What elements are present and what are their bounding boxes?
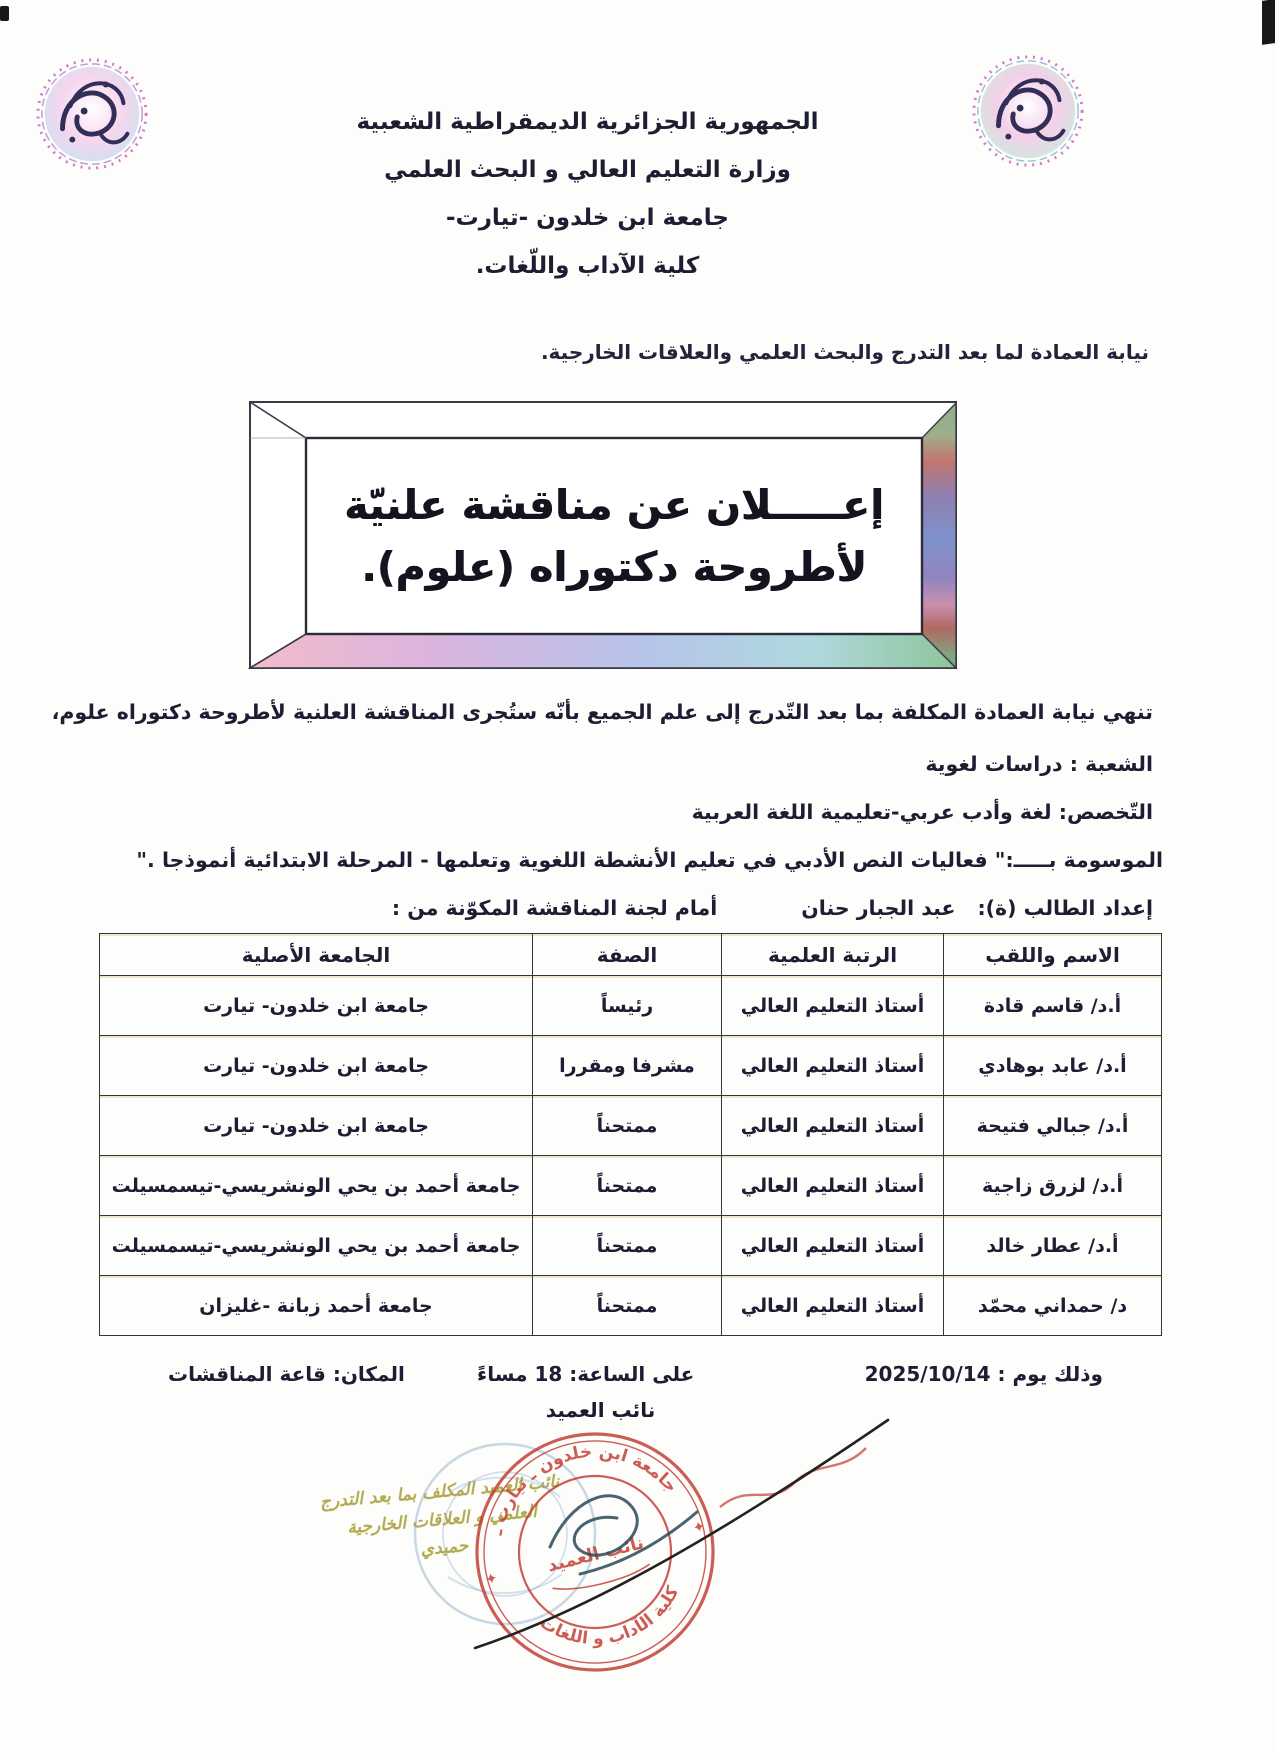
prepared-by-label: إعداد الطالب (ة):	[977, 896, 1153, 920]
table-row: أ.د/ قاسم قادة أستاذ التعليم العالي رئيس…	[99, 975, 1162, 1036]
announcement-title: إعـــــلان عن مناقشة علنيّة لأطروحة دكتو…	[308, 440, 920, 632]
member-role: ممتحناً	[532, 1275, 722, 1336]
member-rank: أستاذ التعليم العالي	[721, 1155, 944, 1216]
member-name: أ.د/ لزرق زاجية	[943, 1155, 1162, 1216]
defense-date-label: وذلك يوم :	[997, 1362, 1103, 1386]
defense-date: وذلك يوم : 2025/10/14	[865, 1362, 1103, 1386]
stamp-flourish-icon	[719, 1447, 867, 1508]
member-name: أ.د/ عطار خالد	[943, 1215, 1162, 1276]
member-name: أ.د/ جبالي فتيحة	[943, 1095, 1162, 1156]
member-university: جامعة أحمد زبانة -غليزان	[99, 1275, 533, 1336]
ministry-line: وزارة التعليم العالي و البحث العلمي	[384, 157, 791, 183]
defense-place: المكان: قاعة المناقشات	[168, 1362, 405, 1386]
stamps-layer: جامعة ابن خلدون ـ تيارت ـ كلية الآداب و …	[413, 1418, 890, 1672]
committee-table: الاسم واللقب الرتبة العلمية الصفة الجامع…	[99, 933, 1162, 1336]
faculty-line: كلية الآداب واللّغات.	[475, 253, 700, 279]
table-row: د/ حمداني محمّد أستاذ التعليم العالي ممت…	[99, 1275, 1162, 1336]
pen-line-icon	[473, 1418, 890, 1650]
table-row: أ.د/ عابد بوهادي أستاذ التعليم العالي مش…	[99, 1035, 1162, 1096]
stamp-star-left: ✦	[483, 1569, 500, 1590]
announcement-title-line2: لأطروحة دكتوراه (علوم).	[361, 543, 867, 591]
official-stamp-red-icon: جامعة ابن خلدون ـ تيارت ـ كلية الآداب و …	[471, 1421, 715, 1672]
member-university: جامعة ابن خلدون- تيارت	[99, 1095, 533, 1156]
member-university: جامعة أحمد بن يحي الونشريسي-تيسمسيلت	[99, 1215, 533, 1276]
table-row: أ.د/ لزرق زاجية أستاذ التعليم العالي ممت…	[99, 1155, 1162, 1216]
member-role: ممتحناً	[532, 1215, 722, 1276]
member-university: جامعة أحمد بن يحي الونشريسي-تيسمسيلت	[99, 1155, 533, 1216]
member-rank: أستاذ التعليم العالي	[721, 1095, 944, 1156]
student-name: عبد الجبار حنان	[801, 896, 956, 920]
member-rank: أستاذ التعليم العالي	[721, 1035, 944, 1096]
committee-lead-in: أمام لجنة المناقشة المكوّنة من :	[391, 896, 718, 920]
table-row: أ.د/ جبالي فتيحة أستاذ التعليم العالي مم…	[99, 1095, 1162, 1156]
header-role: الصفة	[532, 933, 722, 976]
vice-deanship-line: نيابة العمادة لما بعد التدرج والبحث العل…	[540, 340, 1149, 364]
schedule-line: وذلك يوم : 2025/10/14 على الساعة: 18 مسا…	[0, 1362, 1275, 1394]
stamp-ring-bottom-text: كلية الآداب و اللغات	[533, 1579, 692, 1664]
branch-line: الشعبة : دراسات لغوية	[925, 752, 1153, 776]
table-header-row: الاسم واللقب الرتبة العلمية الصفة الجامع…	[99, 933, 1162, 976]
member-rank: أستاذ التعليم العالي	[721, 975, 944, 1036]
member-role: مشرفا ومقررا	[532, 1035, 722, 1096]
announcement-box: إعـــــلان عن مناقشة علنيّة لأطروحة دكتو…	[247, 400, 958, 672]
header-university: الجامعة الأصلية	[99, 933, 533, 976]
table-row: أ.د/ عطار خالد أستاذ التعليم العالي ممتح…	[99, 1215, 1162, 1276]
stamp-star-right: ✦	[691, 1517, 708, 1538]
member-rank: أستاذ التعليم العالي	[721, 1215, 944, 1276]
intro-line: تنهي نيابة العمادة المكلفة بما بعد التّد…	[51, 700, 1153, 724]
member-name: أ.د/ عابد بوهادي	[943, 1035, 1162, 1096]
member-role: ممتحناً	[532, 1095, 722, 1156]
svg-text:كلية الآداب و اللغات: كلية الآداب و اللغات	[533, 1579, 692, 1664]
scan-artifact-top-right	[1262, 0, 1275, 45]
republic-line: الجمهورية الجزائرية الديمقراطية الشعبية	[356, 109, 819, 135]
member-name: د/ حمداني محمّد	[943, 1275, 1162, 1336]
header-rank: الرتبة العلمية	[721, 933, 944, 976]
letterhead: الجمهورية الجزائرية الديمقراطية الشعبية …	[0, 98, 1175, 290]
specialty-line: التّخصص: لغة وأدب عربي-تعليمية اللغة الع…	[691, 800, 1153, 824]
university-emblem-right-icon	[972, 55, 1084, 167]
deputy-dean-title: نائب العميد	[545, 1398, 656, 1422]
preparation-line: إعداد الطالب (ة): عبد الجبار حنان أمام ل…	[392, 896, 1153, 920]
member-role: ممتحناً	[532, 1155, 722, 1216]
member-university: جامعة ابن خلدون- تيارت	[99, 975, 533, 1036]
member-university: جامعة ابن خلدون- تيارت	[99, 1035, 533, 1096]
announcement-title-line1: إعـــــلان عن مناقشة علنيّة	[344, 481, 885, 529]
defense-date-value: 2025/10/14	[864, 1362, 991, 1386]
scan-artifact-top-left	[0, 6, 9, 21]
signature-scribble-icon	[548, 1494, 699, 1576]
university-emblem-left-icon	[36, 58, 148, 170]
defense-time: على الساعة: 18 مساءً	[477, 1362, 695, 1386]
member-role: رئيساً	[532, 975, 722, 1036]
university-line: جامعة ابن خلدون -تيارت-	[446, 205, 729, 231]
thesis-title-line: الموسومة بـــــ:" فعاليات النص الأدبي في…	[136, 848, 1163, 872]
header-name: الاسم واللقب	[943, 933, 1162, 976]
announcement-frame	[247, 401, 958, 670]
member-rank: أستاذ التعليم العالي	[721, 1275, 944, 1336]
member-name: أ.د/ قاسم قادة	[943, 975, 1162, 1036]
